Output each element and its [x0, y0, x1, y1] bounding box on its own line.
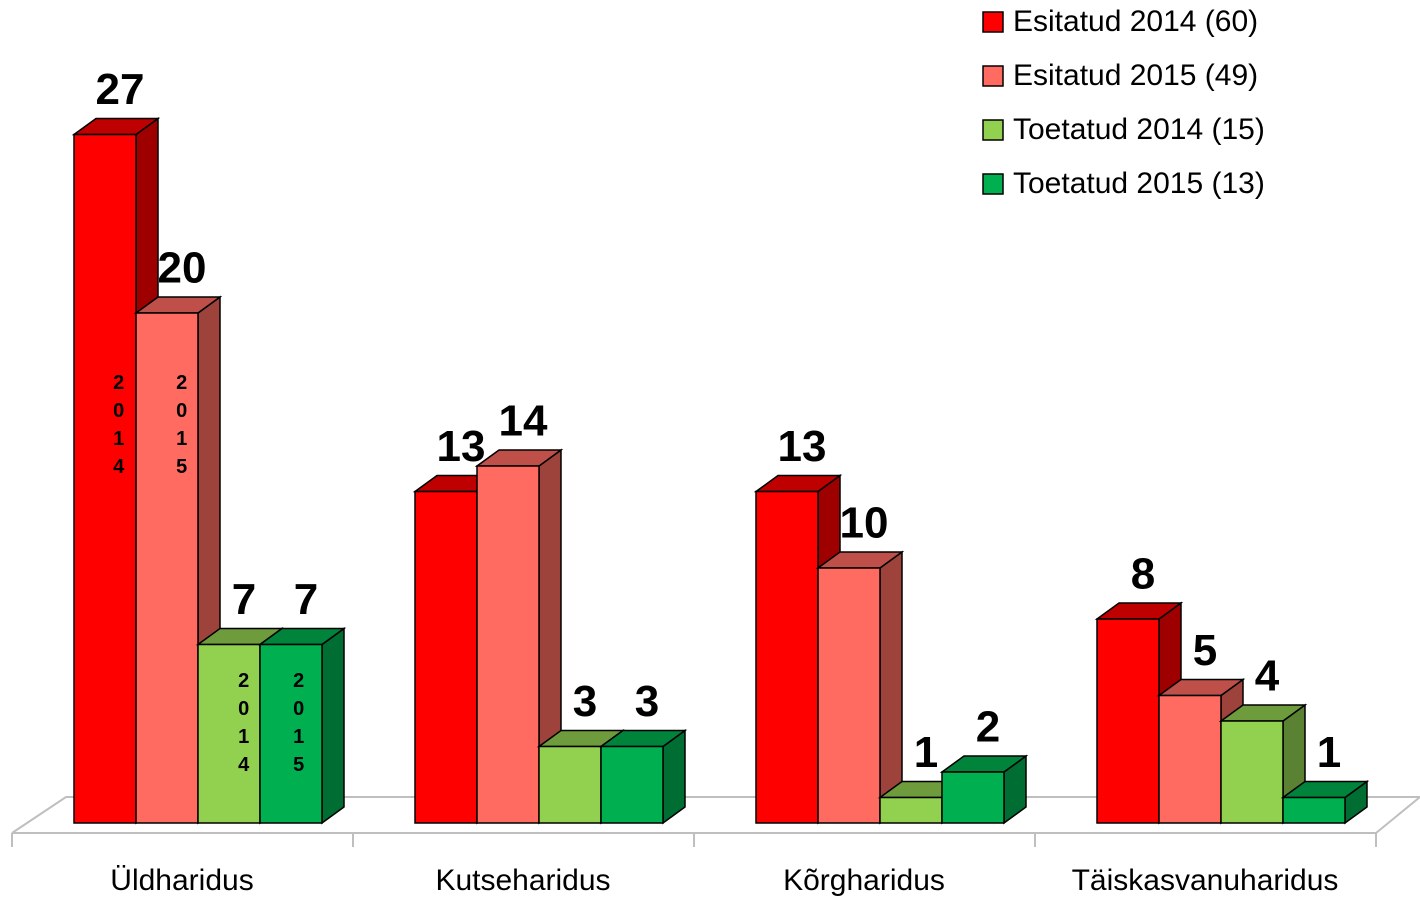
legend-swatch — [982, 173, 1004, 195]
value-label: 13 — [437, 422, 486, 471]
x-tick-label: Kõrgharidus — [783, 864, 945, 897]
value-label: 3 — [635, 677, 659, 726]
bar — [135, 312, 199, 824]
bar — [414, 490, 478, 824]
value-label: 1 — [914, 728, 938, 777]
bar-annotation: 2014 — [233, 670, 255, 782]
value-label: 2 — [976, 703, 1000, 752]
value-label: 10 — [840, 499, 889, 548]
bar — [1282, 796, 1346, 824]
bar — [1220, 720, 1284, 824]
bar-3d — [598, 729, 688, 825]
value-label: 14 — [499, 397, 548, 446]
x-tick-label: Täiskasvanuharidus — [1072, 864, 1339, 897]
legend-swatch — [982, 65, 1004, 87]
bar-3d — [939, 754, 1029, 825]
legend-label: Esitatud 2015 (49) — [1013, 59, 1258, 92]
bar-annotation: 2015 — [171, 372, 193, 484]
value-label: 3 — [573, 677, 597, 726]
value-label: 20 — [158, 244, 207, 293]
bar — [197, 643, 261, 824]
value-label: 1 — [1317, 728, 1341, 777]
bar-annotation: 2014 — [108, 372, 130, 484]
bar — [1158, 694, 1222, 824]
value-label: 27 — [96, 65, 145, 114]
x-tick-label: Kutseharidus — [435, 864, 610, 897]
legend-label: Toetatud 2014 (15) — [1013, 113, 1265, 146]
value-label: 7 — [294, 575, 318, 624]
legend-label: Esitatud 2014 (60) — [1013, 5, 1258, 38]
bar — [817, 567, 881, 824]
bar — [73, 133, 137, 824]
bar-side — [879, 550, 903, 825]
bar-side — [321, 627, 345, 825]
bar-3d — [1280, 780, 1370, 825]
legend-swatch — [982, 119, 1004, 141]
legend-label: Toetatud 2015 (13) — [1013, 167, 1265, 200]
legend-swatch — [982, 11, 1004, 33]
bar — [600, 745, 664, 824]
bar — [259, 643, 323, 824]
value-label: 13 — [778, 422, 827, 471]
bar-3d — [257, 627, 347, 825]
bar — [879, 796, 943, 824]
bar-3d — [815, 550, 905, 825]
bar — [538, 745, 602, 824]
bar — [941, 771, 1005, 824]
bar — [476, 465, 540, 824]
bar-annotation: 2015 — [288, 670, 310, 782]
bar — [1096, 618, 1160, 824]
bar — [755, 490, 819, 824]
bar-3d — [1218, 703, 1308, 825]
bar-3d — [474, 448, 564, 825]
value-label: 4 — [1255, 652, 1280, 701]
value-label: 5 — [1193, 626, 1217, 675]
value-label: 7 — [232, 575, 256, 624]
x-tick-label: Üldharidus — [110, 864, 253, 897]
value-label: 8 — [1131, 550, 1155, 599]
